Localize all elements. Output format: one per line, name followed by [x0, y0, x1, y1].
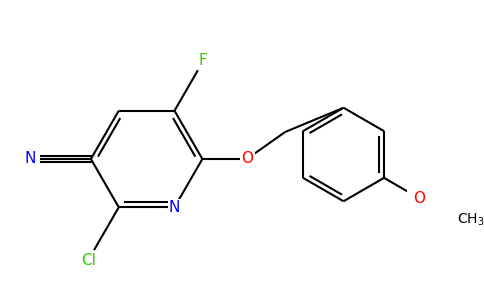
Text: O: O	[242, 152, 253, 166]
Text: O: O	[413, 190, 425, 206]
Text: F: F	[199, 53, 208, 68]
Text: N: N	[24, 152, 35, 166]
Text: CH$_3$: CH$_3$	[457, 212, 484, 228]
Text: N: N	[169, 200, 180, 215]
Text: Cl: Cl	[81, 253, 96, 268]
